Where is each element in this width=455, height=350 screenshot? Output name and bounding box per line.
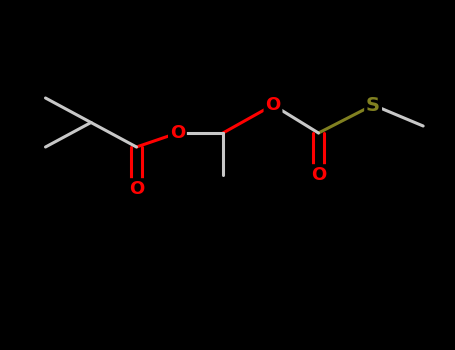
Text: O: O [129, 180, 144, 198]
Text: O: O [170, 124, 185, 142]
Text: S: S [366, 96, 380, 114]
Text: O: O [311, 166, 326, 184]
Text: O: O [265, 96, 281, 114]
